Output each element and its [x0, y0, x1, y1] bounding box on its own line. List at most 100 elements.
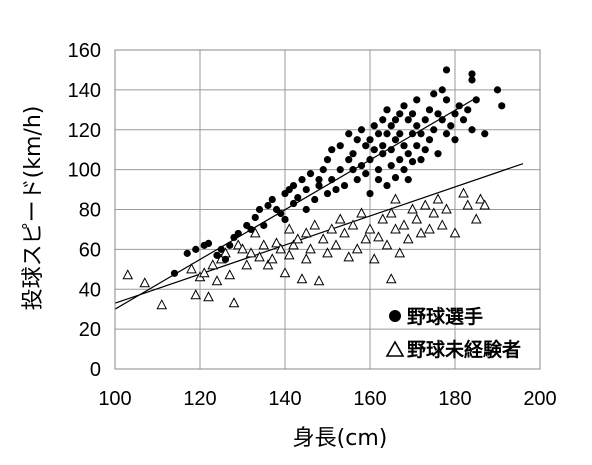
data-point-player	[481, 130, 489, 138]
data-point-non-player	[207, 259, 219, 270]
data-point-player	[404, 150, 412, 158]
x-tick-label: 200	[523, 388, 556, 410]
data-point-player	[366, 156, 374, 164]
data-point-non-player	[398, 219, 410, 230]
data-point-player	[387, 162, 395, 170]
data-point-player	[430, 90, 438, 98]
data-point-player	[396, 156, 404, 164]
data-point-non-player	[156, 299, 168, 310]
data-point-player	[430, 126, 438, 134]
data-point-non-player	[237, 243, 248, 254]
data-point-non-player	[211, 275, 223, 286]
series-non-players	[122, 187, 491, 310]
data-point-non-player	[360, 233, 372, 244]
data-point-player	[472, 96, 480, 104]
x-tick-label: 180	[438, 388, 471, 410]
data-point-non-player	[300, 253, 312, 264]
data-point-player	[345, 156, 353, 164]
data-point-non-player	[198, 267, 210, 278]
data-point-player	[464, 106, 472, 114]
data-point-player	[383, 130, 391, 138]
data-point-non-player	[245, 247, 257, 258]
data-point-player	[277, 209, 285, 218]
data-point-non-player	[385, 207, 397, 218]
data-point-player	[387, 146, 395, 154]
data-point-player	[323, 189, 332, 198]
x-tick-label: 120	[183, 388, 216, 410]
data-point-player	[379, 142, 387, 150]
data-point-player	[438, 86, 446, 94]
data-point-non-player	[381, 239, 393, 250]
data-point-non-player	[407, 203, 418, 214]
legend-label-players: 野球選手	[407, 305, 483, 328]
y-tick-label: 60	[79, 239, 101, 261]
x-axis-ticks: 100 120 140 160 180 200	[98, 388, 556, 410]
y-tick-label: 40	[79, 279, 101, 301]
data-point-non-player	[309, 219, 321, 230]
data-point-player	[374, 166, 383, 174]
data-point-player	[192, 245, 200, 253]
legend-label-non-players: 野球未経験者	[407, 338, 521, 361]
data-point-player	[413, 142, 421, 150]
data-point-player	[268, 195, 276, 204]
data-point-player	[302, 205, 310, 214]
x-tick-label: 100	[98, 388, 131, 410]
data-point-non-player	[432, 193, 444, 204]
data-point-player	[226, 241, 234, 249]
data-point-player	[468, 76, 476, 84]
data-point-player	[379, 116, 387, 124]
data-point-player	[298, 175, 306, 184]
data-point-non-player	[300, 227, 312, 238]
legend-marker-non-players	[385, 340, 405, 357]
data-point-player	[251, 213, 259, 222]
data-point-non-player	[339, 227, 350, 238]
data-point-non-player	[394, 247, 406, 258]
data-point-player	[404, 175, 412, 184]
data-point-player	[289, 199, 298, 208]
data-point-player	[311, 195, 319, 204]
data-point-player	[383, 106, 391, 114]
data-point-player	[349, 150, 357, 158]
data-point-non-player	[271, 237, 282, 248]
data-point-non-player	[186, 263, 197, 274]
data-point-non-player	[262, 259, 274, 270]
data-point-player	[468, 126, 476, 134]
y-tick-label: 100	[68, 160, 101, 182]
data-point-player	[451, 136, 459, 144]
data-point-player	[221, 255, 230, 263]
x-tick-label: 140	[268, 388, 301, 410]
data-point-non-player	[254, 251, 265, 262]
data-point-player	[498, 102, 506, 110]
data-point-non-player	[351, 243, 363, 254]
data-point-player	[353, 136, 361, 144]
data-point-player	[391, 174, 400, 182]
data-point-player	[234, 229, 242, 238]
data-point-non-player	[373, 231, 384, 242]
data-point-non-player	[203, 291, 214, 302]
data-point-player	[374, 175, 383, 184]
data-point-player	[421, 146, 429, 154]
y-tick-label: 140	[68, 80, 101, 102]
data-point-player	[255, 205, 264, 214]
data-point-player	[353, 175, 361, 184]
data-point-non-player	[241, 259, 253, 270]
data-point-player	[451, 110, 459, 118]
data-point-player	[357, 126, 366, 134]
data-point-player	[336, 166, 344, 174]
data-point-player	[349, 166, 357, 174]
data-point-player	[315, 181, 323, 190]
data-point-player	[170, 269, 179, 277]
data-point-non-player	[424, 223, 435, 234]
data-point-player	[421, 116, 429, 124]
y-axis-ticks: 0 20 40 60 80 100 120 140 160	[68, 40, 101, 381]
data-point-player	[328, 146, 336, 154]
data-point-player	[391, 136, 400, 144]
x-axis-title: 身長(cm)	[293, 426, 388, 451]
data-point-player	[260, 221, 268, 230]
data-point-non-player	[377, 213, 389, 224]
data-point-player	[264, 201, 272, 210]
data-point-non-player	[411, 213, 423, 224]
data-point-non-player	[441, 203, 452, 214]
data-point-player	[425, 136, 434, 144]
